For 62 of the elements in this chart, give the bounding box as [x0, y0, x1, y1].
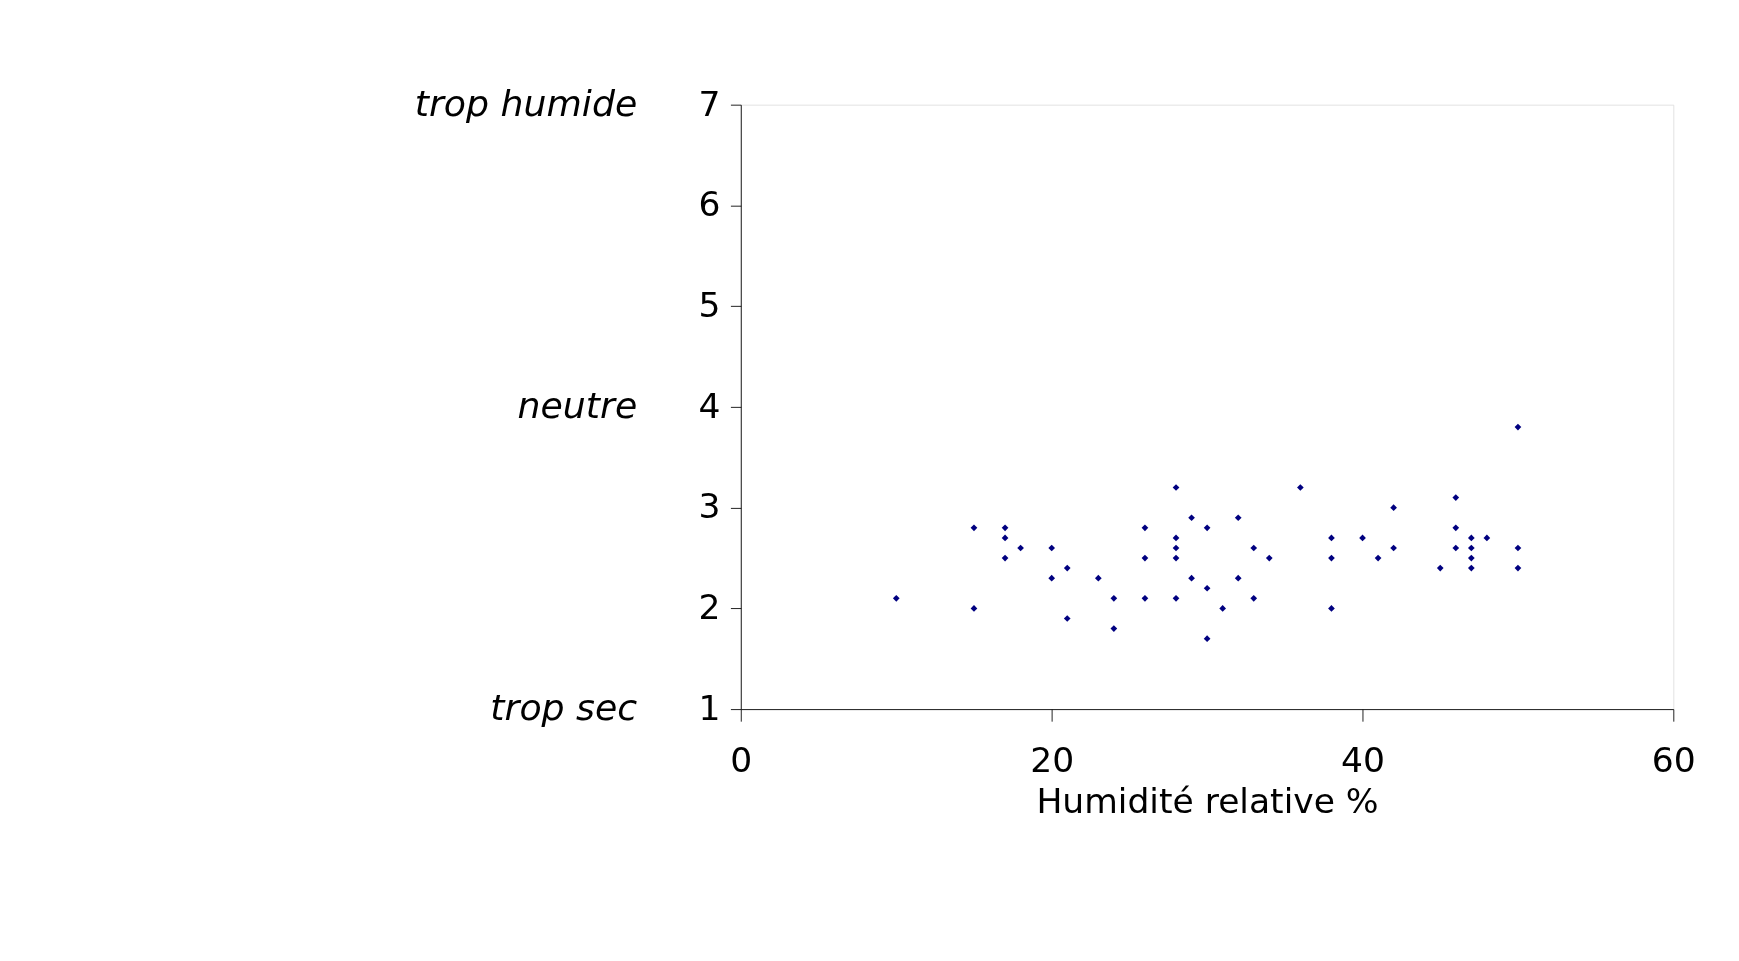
x-tick-label: 0 [730, 739, 753, 780]
text: trop humide [414, 81, 638, 125]
point [1452, 544, 1460, 552]
y-tick-label: 3 [698, 486, 721, 527]
point [1203, 584, 1211, 592]
point [1328, 605, 1335, 612]
point [1452, 524, 1460, 532]
point [1390, 504, 1397, 512]
point [1514, 544, 1522, 552]
point [1063, 564, 1071, 572]
point [1436, 564, 1444, 572]
x-tick-label: 60 [1651, 739, 1696, 780]
point [1250, 544, 1258, 552]
y-tick-label: 4 [698, 385, 721, 426]
point [970, 524, 978, 532]
point [892, 594, 900, 602]
point [1188, 514, 1195, 522]
point [1188, 574, 1195, 582]
point [1063, 615, 1071, 622]
point [1467, 544, 1475, 552]
point [1467, 554, 1475, 562]
point [1172, 594, 1180, 602]
point [1048, 574, 1056, 582]
x-tick-label: 20 [1030, 739, 1075, 780]
y-tick-label: 1 [698, 687, 721, 728]
point [1297, 484, 1304, 491]
point [1172, 534, 1180, 542]
x-axis-title: Humidité relative % [1036, 781, 1379, 822]
point [1141, 594, 1149, 602]
point [1374, 554, 1382, 562]
point [1467, 564, 1475, 572]
point [1110, 625, 1118, 632]
point [1172, 554, 1180, 562]
point [1234, 574, 1242, 582]
point [1234, 514, 1242, 522]
y-tick-label: 2 [698, 587, 721, 628]
y-tick-label: 6 [698, 184, 721, 225]
point [1483, 534, 1491, 542]
point [1001, 534, 1009, 542]
point [1048, 544, 1056, 552]
point [1265, 554, 1273, 562]
point [1001, 554, 1009, 562]
point [1514, 423, 1522, 431]
point [1467, 534, 1475, 542]
x-tick-label: 40 [1341, 739, 1385, 780]
text: neutre [517, 384, 638, 428]
point [1094, 574, 1102, 582]
y-tick-label: 7 [698, 83, 721, 124]
point [1514, 564, 1522, 572]
text: trop sec [490, 686, 638, 730]
point [1172, 544, 1180, 552]
point [1141, 554, 1149, 562]
point [1001, 524, 1009, 532]
point [1250, 594, 1258, 602]
y-tick-label: 5 [698, 285, 721, 325]
point [1452, 494, 1460, 501]
point [1141, 524, 1149, 532]
point [1203, 524, 1211, 532]
point [1203, 635, 1211, 642]
point [1328, 534, 1335, 542]
point [1219, 605, 1226, 612]
point [1110, 594, 1118, 602]
